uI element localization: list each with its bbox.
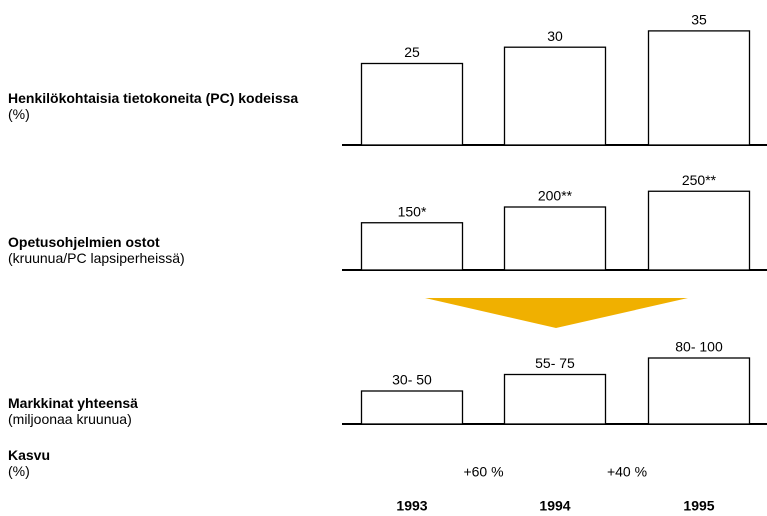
value-label: 150* bbox=[398, 203, 427, 219]
growth-label: +40 % bbox=[607, 464, 647, 480]
growth-title: Kasvu bbox=[8, 447, 51, 463]
panel-title: Henkilökohtaisia tietokoneita (PC) kodei… bbox=[8, 90, 299, 106]
arrow bbox=[425, 298, 688, 328]
panel-subtitle: (miljoonaa kruunua) bbox=[8, 411, 132, 427]
panel-title: Opetusohjelmien ostot bbox=[8, 234, 160, 250]
growth-subtitle: (%) bbox=[8, 463, 30, 479]
bar bbox=[503, 373, 607, 425]
bar bbox=[360, 62, 464, 146]
bar bbox=[503, 46, 607, 146]
value-label: 200** bbox=[538, 188, 573, 204]
bar bbox=[647, 30, 751, 146]
value-label: 25 bbox=[404, 44, 420, 60]
growth-label: +60 % bbox=[463, 464, 503, 480]
panel-label: Markkinat yhteensä (miljoonaa kruunua) bbox=[8, 395, 328, 427]
bar bbox=[647, 357, 751, 425]
panel-label: Henkilökohtaisia tietokoneita (PC) kodei… bbox=[8, 90, 328, 122]
panel-subtitle: (kruunua/PC lapsiperheissä) bbox=[8, 250, 185, 266]
bar bbox=[647, 190, 751, 271]
value-label: 80- 100 bbox=[675, 339, 723, 355]
value-label: 55- 75 bbox=[535, 355, 575, 371]
value-label: 250** bbox=[682, 172, 717, 188]
panel-label: Opetusohjelmien ostot (kruunua/PC lapsipe… bbox=[8, 234, 328, 266]
panel-title: Markkinat yhteensä bbox=[8, 395, 138, 411]
panel-subtitle: (%) bbox=[8, 106, 30, 122]
value-label: 30- 50 bbox=[392, 372, 432, 388]
value-label: 35 bbox=[691, 12, 707, 28]
bar bbox=[503, 206, 607, 271]
bar bbox=[360, 222, 464, 271]
value-label: 30 bbox=[547, 28, 563, 44]
x-tick-label: 1994 bbox=[539, 498, 570, 514]
x-tick-label: 1993 bbox=[396, 498, 427, 514]
growth-label: Kasvu (%) bbox=[8, 447, 328, 479]
bar bbox=[360, 390, 464, 425]
x-tick-label: 1995 bbox=[683, 498, 714, 514]
